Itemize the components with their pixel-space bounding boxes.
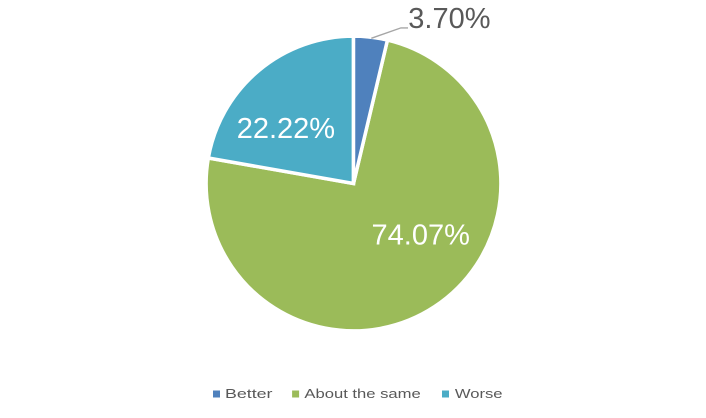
svg-text:Worse: Worse: [455, 388, 503, 402]
svg-text:About the same: About the same: [304, 388, 420, 402]
svg-text:Better: Better: [225, 387, 272, 401]
svg-text:22.22%: 22.22%: [237, 113, 335, 145]
svg-text:74.07%: 74.07%: [372, 220, 470, 252]
svg-text:3.70%: 3.70%: [408, 3, 490, 35]
